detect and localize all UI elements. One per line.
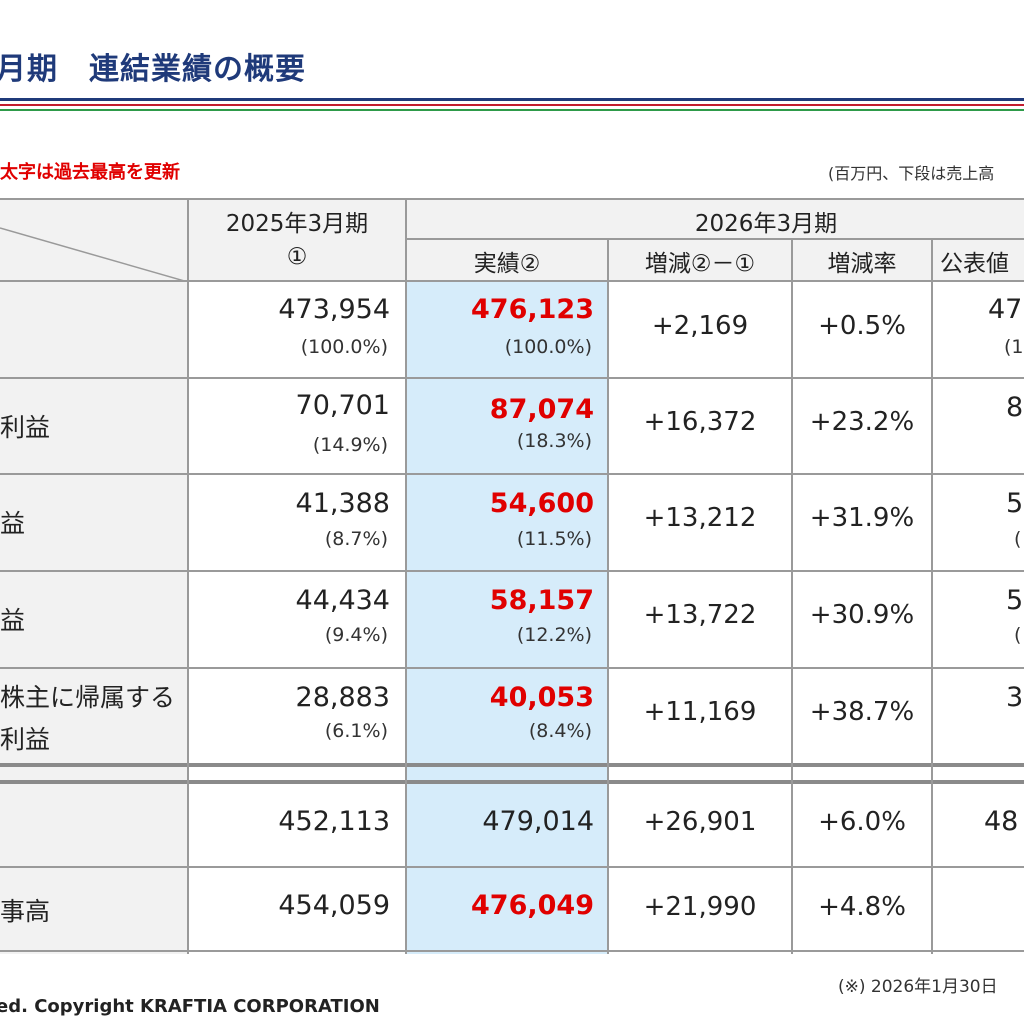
diff-value: +21,990 [643,892,757,922]
header-prev-year: 2025年3月期 [225,211,369,237]
unit-note: (百万円、下段は売上高 [828,164,995,183]
prev-value: 41,388 [295,488,390,519]
grid-line [0,950,1024,952]
diff-value: +2,169 [651,311,749,341]
row-label: 益 [0,606,26,635]
rate-value: +38.7% [809,697,915,727]
forecast-value: 5 [1006,585,1024,616]
header-prev-sub: ① [286,244,308,270]
row-label: 利益 [0,413,51,442]
grid-line [0,377,1024,379]
footnote: (※) 2026年1月30日 [838,977,998,997]
header-row-bg [188,198,1024,282]
rate-value: +6.0% [818,807,906,837]
prev-ratio: (8.7%) [324,528,388,550]
header-diff: 増減②－① [644,251,756,277]
forecast-ratio: ( [1014,528,1022,550]
label-column-bg [0,282,188,954]
actual-ratio: (100.0%) [504,336,592,358]
rate-value: +31.9% [809,503,915,533]
prev-ratio: (9.4%) [324,624,388,646]
diff-value: +13,212 [643,503,757,533]
prev-value: 44,434 [295,585,390,616]
forecast-value: 8 [1006,392,1024,423]
rate-value: +0.5% [818,311,906,341]
results-table: 2025年3月期 ① 2026年3月期 実績② 増減②－① 増減率 公表値 47… [0,198,1024,954]
prev-value: 454,059 [278,890,390,921]
actual-ratio: (8.4%) [528,720,592,742]
diff-value: +11,169 [643,697,757,727]
actual-value: 479,014 [482,806,594,837]
header-corner-cell [0,198,188,282]
prev-ratio: (100.0%) [300,336,388,358]
actual-ratio: (12.2%) [516,624,592,646]
actual-value: 476,123 [471,294,594,325]
diff-value: +13,722 [643,600,757,630]
prev-value: 70,701 [295,390,390,421]
section-divider [0,780,1024,784]
actual-value: 476,049 [471,890,594,921]
page-title: 月期 連結業績の概要 [0,52,306,87]
prev-ratio: (14.9%) [312,434,388,456]
actual-column-highlight [406,282,608,954]
grid-line [0,667,1024,669]
title-rule-navy [0,98,1024,101]
grid-line [931,238,933,954]
diff-value: +16,372 [643,407,757,437]
grid-line [0,570,1024,572]
grid-line [406,238,1024,240]
diff-value: +26,901 [643,807,757,837]
forecast-value: 48 [984,806,1019,837]
prev-ratio: (6.1%) [324,720,388,742]
actual-value: 58,157 [489,585,594,616]
grid-line [607,238,609,954]
grid-line [0,280,1024,282]
row-label: 益 [0,509,26,538]
rate-value: +23.2% [809,407,915,437]
actual-ratio: (18.3%) [516,430,592,452]
forecast-value: 47 [988,294,1023,325]
actual-value: 40,053 [489,682,594,713]
prev-value: 28,883 [295,682,390,713]
rate-value: +4.8% [818,892,906,922]
prev-value: 473,954 [278,294,390,325]
grid-line [0,198,1024,200]
corner-diagonal [0,227,188,282]
header-curr-year: 2026年3月期 [694,211,838,237]
forecast-value: 5 [1006,488,1024,519]
actual-value: 87,074 [489,394,594,425]
grid-line [0,473,1024,475]
prev-value: 452,113 [278,806,390,837]
grid-line [405,198,407,954]
actual-ratio: (11.5%) [516,528,592,550]
header-rate: 増減率 [827,251,897,277]
forecast-ratio: ( [1014,624,1022,646]
header-actual: 実績② [473,251,541,277]
title-rule-red [0,104,1024,106]
record-note: 太字は過去最高を更新 [0,162,180,183]
actual-value: 54,600 [489,488,594,519]
forecast-value: 3 [1006,682,1024,713]
grid-line [0,866,1024,868]
row-label: 株主に帰属する [0,683,176,712]
row-label: 事高 [0,897,51,926]
forecast-ratio: (1 [1004,336,1024,358]
title-rule-green [0,109,1024,111]
header-forecast: 公表値 [940,251,1009,277]
rate-value: +30.9% [809,600,915,630]
section-divider [0,763,1024,767]
grid-line [791,238,793,954]
row-label: 利益 [0,725,51,754]
copyright: ed. Copyright KRAFTIA CORPORATION [0,996,380,1017]
grid-line [187,198,189,954]
